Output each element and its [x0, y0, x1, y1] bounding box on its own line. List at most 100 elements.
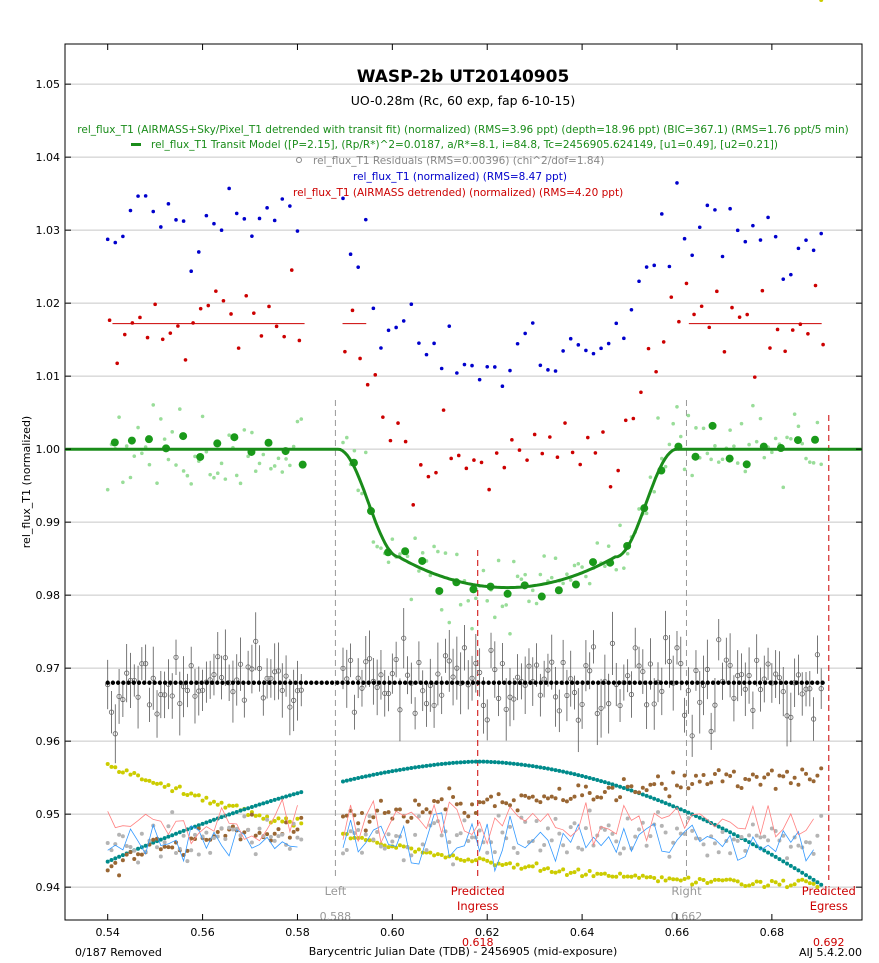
yellow-point — [773, 880, 778, 885]
detrended-point — [614, 567, 619, 572]
residual-point — [814, 652, 821, 658]
detrended-point — [625, 551, 630, 556]
residual-zero-point — [251, 680, 257, 685]
teal-point — [800, 870, 805, 875]
residual-zero-point — [272, 680, 277, 685]
teal-point — [511, 761, 516, 766]
gray-point — [644, 843, 649, 848]
residual-zero-point — [209, 680, 215, 685]
residual-point — [795, 672, 802, 678]
airmass-point — [343, 349, 347, 354]
brown-point — [781, 774, 786, 779]
residual-point — [708, 728, 714, 735]
airmass-point — [479, 460, 484, 465]
residual-zero-point — [314, 680, 319, 685]
teal-point — [485, 759, 490, 764]
residual-point — [537, 692, 543, 698]
residual-point — [666, 658, 672, 665]
residual-zero-point — [763, 680, 768, 685]
gray-point — [299, 837, 304, 842]
detrended-point — [128, 475, 133, 480]
yellow-point — [132, 770, 137, 775]
residual-zero-point — [512, 680, 517, 685]
teal-point — [671, 804, 676, 809]
airmass-point — [191, 321, 195, 325]
teal-point — [405, 766, 410, 771]
airmass-point — [350, 308, 355, 313]
yellow-point — [728, 877, 733, 882]
yellow-point — [394, 845, 399, 850]
raw-point — [447, 324, 452, 328]
legend-entry-residuals: rel_flux_T1 Residuals (RMS=0.00396) (chi… — [313, 155, 604, 167]
teal-point — [701, 817, 706, 822]
teal-point — [640, 792, 645, 797]
airmass-point — [601, 430, 605, 434]
gray-point — [196, 852, 201, 857]
raw-point — [546, 368, 550, 372]
detrended-point — [166, 457, 171, 462]
teal-point — [769, 852, 774, 857]
brown-point — [432, 799, 437, 804]
residual-zero-point — [449, 680, 455, 685]
yellow-point — [758, 879, 763, 884]
residual-point — [681, 712, 688, 718]
teal-point — [242, 807, 247, 812]
detrended-point — [257, 461, 262, 466]
gray-point — [386, 832, 391, 837]
yellow-point — [576, 867, 581, 872]
gray-point — [739, 834, 744, 839]
residual-zero-point — [105, 680, 110, 685]
yellow-point — [299, 821, 304, 826]
airmass-point — [138, 315, 142, 320]
y-tick-label: 0.98 — [36, 589, 61, 602]
marker-value: 0.662 — [671, 910, 703, 923]
airmass-point — [532, 432, 537, 437]
detrended-point — [720, 457, 725, 462]
legend-line-model — [131, 143, 141, 146]
teal-point — [390, 769, 395, 774]
airmass-point — [214, 289, 218, 293]
brown-point — [242, 830, 247, 835]
binned-point — [435, 586, 444, 595]
detrended-point — [618, 523, 622, 528]
yellow-point — [117, 769, 122, 774]
residual-zero-point — [413, 680, 418, 685]
gray-point — [390, 839, 395, 844]
brown-point — [637, 790, 642, 795]
y-tick-label: 0.96 — [36, 735, 61, 748]
residual-point — [674, 645, 680, 651]
residual-point — [640, 668, 646, 675]
residual-point — [291, 697, 297, 703]
yellow-point — [678, 878, 683, 883]
raw-point — [204, 213, 209, 218]
gray-point — [750, 822, 755, 827]
residual-zero-point — [731, 680, 737, 685]
brown-point — [272, 831, 277, 836]
airmass-point — [198, 306, 203, 311]
brown-point — [785, 769, 790, 774]
brown-point — [124, 852, 129, 857]
teal-point — [382, 770, 387, 775]
marker-value: 0.618 — [462, 936, 494, 949]
gray-point — [511, 845, 516, 850]
teal-point — [545, 766, 550, 771]
raw-point — [341, 196, 345, 201]
brown-point — [519, 793, 524, 798]
airmass-point — [775, 327, 780, 332]
brown-point — [716, 768, 721, 773]
yellow-point — [458, 857, 463, 862]
airmass-point — [578, 462, 583, 467]
brown-point — [356, 821, 361, 826]
teal-point — [470, 759, 475, 764]
brown-point — [185, 848, 190, 853]
residual-zero-point — [507, 680, 512, 685]
residual-zero-point — [121, 680, 126, 685]
legend-entry-detrended: rel_flux_T1 (AIRMASS+Sky/Pixel_T1 detren… — [77, 124, 848, 136]
gray-point — [705, 853, 710, 858]
brown-point — [166, 845, 171, 850]
teal-point — [143, 843, 148, 848]
detrended-point — [652, 489, 657, 494]
yellow-point — [815, 885, 820, 890]
detrended-point — [538, 572, 543, 577]
residual-zero-point — [689, 680, 695, 685]
